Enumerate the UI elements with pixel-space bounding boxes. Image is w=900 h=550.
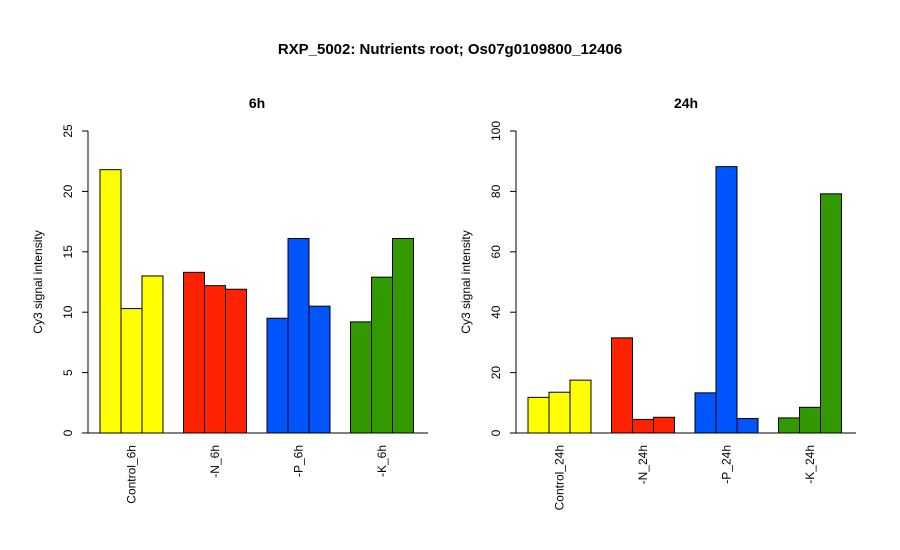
bar: [632, 418, 654, 434]
panel-title: 24h: [674, 95, 698, 111]
bar: [99, 169, 122, 434]
bar: [141, 275, 164, 434]
y-tick-label: 80: [489, 184, 503, 198]
bar: [715, 166, 738, 434]
y-tick-label: 15: [61, 245, 75, 259]
y-tick-label: 20: [61, 184, 75, 198]
y-tick-label: 10: [61, 305, 75, 319]
y-axis-label: Cy3 signal intensity: [459, 230, 473, 333]
panel-24h: 24h Cy3 signal intensity 0 20 40 60 80 100 Con…: [459, 95, 856, 510]
bar: [653, 416, 675, 434]
y-tick-label: 20: [489, 366, 503, 380]
bar: [548, 391, 571, 434]
y-tick-label: 100: [489, 121, 503, 141]
y-axis-label: Cy3 signal intensity: [31, 230, 45, 333]
y-tick-label: 0: [489, 429, 503, 436]
bar: [266, 317, 289, 434]
bar: [736, 418, 759, 434]
x-category-label: -N_24h: [636, 445, 650, 484]
bar: [778, 417, 800, 434]
x-category-label: Control_6h: [125, 445, 139, 504]
bar: [569, 379, 592, 434]
bar: [350, 321, 372, 434]
x-category-label: -K_24h: [803, 445, 817, 484]
x-category-label: -P_6h: [292, 445, 306, 477]
y-tick-label: 25: [61, 124, 75, 138]
bar: [799, 406, 821, 434]
x-category-label: -K_6h: [375, 445, 389, 477]
y-tick-label: 60: [489, 245, 503, 259]
bar: [183, 271, 205, 434]
bar: [308, 305, 331, 434]
x-category-label: -N_6h: [208, 445, 222, 478]
bar: [611, 337, 633, 434]
bar: [820, 193, 842, 434]
bar: [225, 288, 247, 434]
bar: [204, 285, 226, 434]
panel-title: 6h: [249, 95, 265, 111]
figure-title: RXP_5002: Nutrients root; Os07g0109800_1…: [278, 41, 622, 58]
bar: [694, 392, 717, 434]
bar: [371, 276, 393, 434]
y-tick-label: 40: [489, 305, 503, 319]
bar: [120, 308, 143, 434]
bar: [527, 396, 550, 434]
panel-6h: 6h Cy3 signal intensity 0 5 10 15 20 25 Contro…: [31, 95, 428, 504]
x-category-label: Control_24h: [553, 445, 567, 510]
y-tick-label: 5: [61, 369, 75, 376]
bar: [392, 238, 414, 434]
bar: [287, 238, 310, 434]
y-tick-label: 0: [61, 429, 75, 436]
x-category-label: -P_24h: [720, 445, 734, 484]
